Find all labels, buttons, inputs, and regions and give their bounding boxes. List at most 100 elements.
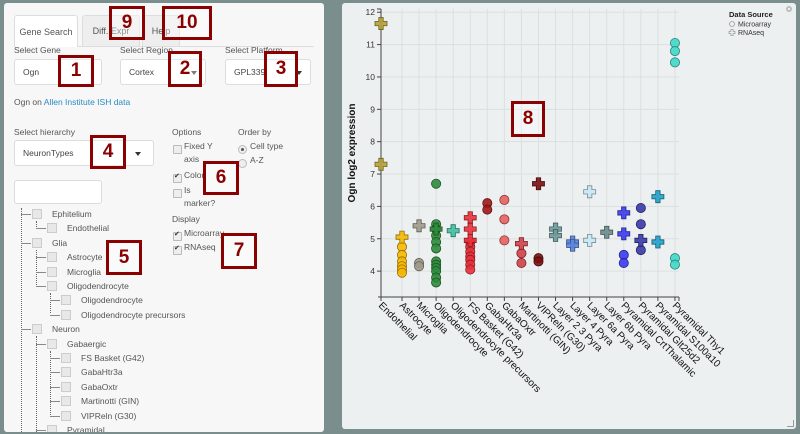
tree-checkbox[interactable] — [61, 410, 71, 421]
rnaseq-point — [446, 224, 460, 238]
hierarchy-select[interactable]: NeuronTypes — [14, 140, 154, 166]
region-select[interactable]: Cortex — [120, 59, 206, 85]
tree-item[interactable]: Pyramidal — [47, 424, 105, 432]
rnaseq-point — [463, 222, 477, 236]
tree-item[interactable]: Endothelial — [47, 222, 109, 234]
tree-checkbox[interactable] — [61, 367, 71, 378]
legend-cross-shape — [728, 29, 736, 36]
tree-item-label: Ephitelium — [52, 209, 92, 219]
display-title: Display — [172, 214, 200, 224]
region-value: Cortex — [129, 67, 155, 77]
tree-checkbox[interactable] — [47, 425, 57, 432]
is-marker-line2: marker? — [184, 198, 216, 208]
legend-rnaseq-label[interactable]: RNAseq — [738, 30, 764, 37]
tree-item-label: FS Basket (G42) — [81, 353, 145, 363]
tree-checkbox[interactable] — [47, 338, 57, 349]
platform-value: GPL339 — [234, 67, 266, 77]
tree-item[interactable]: FS Basket (G42) — [61, 352, 144, 364]
color-checkbox[interactable] — [173, 172, 182, 183]
annotation-7: 7 — [221, 233, 257, 269]
tree-checkbox[interactable] — [61, 309, 71, 320]
tree-line — [36, 221, 37, 229]
order-a-z-radio[interactable] — [238, 159, 247, 168]
microarray-point — [397, 267, 408, 278]
tree-item[interactable]: VIPReln (G30) — [61, 410, 136, 422]
tree-checkbox[interactable] — [47, 281, 57, 291]
tree-item[interactable]: Ephitelium — [32, 208, 92, 220]
select-platform-label: Select Platform — [225, 45, 283, 55]
control-panel: Gene Search Diff. Expr Help Select Gene … — [4, 3, 324, 432]
microarray-point — [669, 57, 680, 68]
annotation-5: 5 — [106, 240, 142, 275]
microarray-point — [431, 277, 442, 288]
tree-item[interactable]: GabaHtr3a — [61, 366, 123, 378]
tree-connector — [36, 430, 46, 431]
expression-scatter-plot[interactable]: 4 5 6 7 8 9 10 11 12 EndothelialAstrocyteMicrogl… — [342, 3, 796, 429]
tree-item[interactable]: Neuron — [32, 323, 80, 335]
rnaseq-point — [412, 219, 426, 233]
tab-gene-search[interactable]: Gene Search — [14, 15, 78, 47]
order-cell-type-radio[interactable] — [238, 145, 247, 154]
tree-item[interactable]: Oligodendrocyte precursors — [61, 309, 185, 321]
microarray-point — [669, 259, 680, 270]
tree-checkbox[interactable] — [32, 237, 42, 248]
tree-connector — [50, 401, 60, 403]
tree-item-label: Endothelial — [67, 223, 110, 234]
microarray-checkbox[interactable] — [173, 230, 182, 241]
legend: Data Source Microarray RNAseq — [728, 10, 773, 37]
tree-connector — [50, 372, 60, 374]
tree-connector — [50, 386, 60, 388]
microarray-point — [533, 256, 544, 267]
tree-item[interactable]: Oligodendrocyte — [47, 280, 129, 292]
tree-line — [36, 336, 37, 432]
y-tick-label: 7 — [370, 169, 375, 179]
tree-checkbox[interactable] — [61, 396, 71, 407]
y-tick-label: 12 — [366, 7, 376, 17]
tree-checkbox[interactable] — [61, 353, 71, 363]
y-tick-label: 8 — [370, 137, 375, 147]
microarray-point — [431, 243, 442, 254]
gene-value: Ogn — [23, 67, 40, 77]
order-cell-type-label: Cell type — [250, 141, 284, 151]
tree-item[interactable]: Astrocyte — [47, 251, 102, 263]
tree-item[interactable]: Gabaergic — [47, 338, 106, 350]
resize-handle[interactable] — [787, 420, 794, 427]
tree-item-label: Gabaergic — [67, 338, 107, 349]
tree-checkbox[interactable] — [61, 381, 71, 392]
rnaseq-point — [617, 206, 631, 220]
tree-connector — [36, 343, 46, 345]
fixed-y-axis-checkbox[interactable] — [173, 145, 182, 154]
allen-ish-link[interactable]: Allen Institute ISH data — [43, 97, 131, 107]
microarray-point — [499, 235, 510, 246]
chevron-down-icon — [135, 152, 141, 156]
tree-item[interactable]: Glia — [32, 237, 67, 249]
y-tick-label: 5 — [370, 234, 375, 244]
tree-item-label: Glia — [52, 237, 68, 248]
gear-icon[interactable] — [786, 6, 792, 12]
tree-checkbox[interactable] — [47, 266, 57, 277]
tree-item[interactable]: Martinotti (GIN) — [61, 395, 139, 407]
microarray-point — [482, 204, 493, 215]
rnaseq-checkbox[interactable] — [173, 244, 182, 255]
legend-microarray-label[interactable]: Microarray — [738, 22, 772, 29]
tree-checkbox[interactable] — [47, 252, 57, 263]
tab-label: Gene Search — [19, 26, 73, 37]
tree-item[interactable]: Oligodendrocyte — [61, 294, 143, 306]
tree-checkbox[interactable] — [47, 223, 57, 234]
rnaseq-point — [429, 222, 443, 236]
tree-connector — [21, 242, 31, 244]
tree-item[interactable]: Microglia — [47, 266, 101, 278]
chart-panel: 4 5 6 7 8 9 10 11 12 Endothelial Astrocyte Microgl… — [342, 3, 796, 429]
tree-connector — [50, 300, 60, 302]
chevron-down-icon — [191, 71, 197, 75]
microarray-point — [516, 258, 527, 269]
tree-checkbox[interactable] — [32, 209, 42, 219]
fixed-y-line1: Fixed Y — [184, 141, 213, 151]
tree-item[interactable]: GabaOxtr — [61, 381, 118, 393]
tree-checkbox[interactable] — [32, 324, 42, 335]
tree-checkbox[interactable] — [61, 295, 71, 306]
is-marker-checkbox[interactable] — [173, 189, 182, 198]
tree-search-input[interactable] — [14, 180, 102, 204]
rnaseq-point — [374, 17, 388, 30]
y-tick-label: 9 — [370, 104, 375, 114]
